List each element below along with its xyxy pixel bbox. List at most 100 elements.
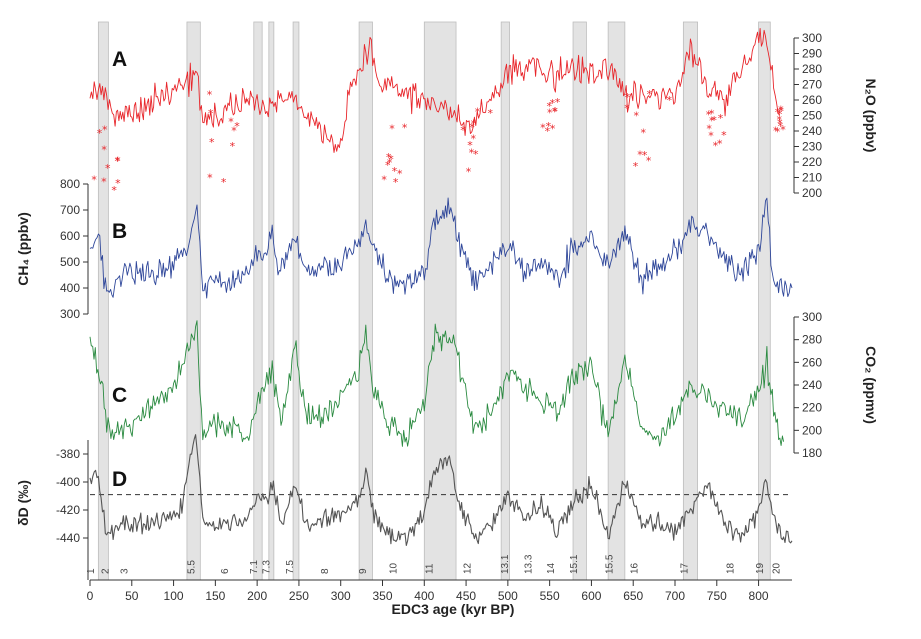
n2o-star-marker: *: [101, 143, 107, 156]
n2o-tick-label: 300: [802, 31, 822, 45]
n2o-series-line: [89, 27, 780, 153]
co2-tick-label: 240: [802, 378, 822, 392]
x-tick-label: 550: [540, 589, 560, 603]
ch4-series-line: [89, 197, 793, 299]
mis-stage-label: 18: [726, 562, 737, 574]
n2o-star-marker: *: [209, 136, 215, 149]
n2o-star-marker: *: [776, 113, 782, 126]
mis-stage-label: 19: [755, 562, 766, 574]
n2o-tick-label: 240: [802, 124, 822, 138]
x-tick-label: 650: [623, 589, 643, 603]
n2o-star-marker: *: [633, 160, 639, 173]
x-axis-title: EDC3 age (kyr BP): [392, 601, 515, 617]
x-tick-label: 100: [164, 589, 184, 603]
mis-stage-label: 11: [425, 563, 436, 574]
n2o-star-marker: *: [389, 122, 395, 135]
data-series: ***** ************************ ***********…: [89, 27, 793, 547]
n2o-star-marker: *: [552, 106, 558, 119]
ch4-tick-label: 600: [60, 229, 80, 243]
n2o-star-marker: *: [624, 102, 630, 115]
n2o-star-marker: *: [397, 167, 403, 180]
x-tick-label: 500: [498, 589, 518, 603]
ch4-tick-label: 700: [60, 203, 80, 217]
co2-tick-label: 280: [802, 333, 822, 347]
n2o-star-marker: *: [487, 107, 493, 120]
panel-letter-b: B: [112, 220, 127, 243]
n2o-star-marker: *: [381, 173, 387, 186]
deltad-axis-title: δD (‰): [15, 480, 31, 526]
ch4-tick-label: 300: [60, 307, 80, 321]
interglacial-band: [607, 21, 626, 581]
n2o-star-marker: *: [552, 105, 558, 118]
ch4-tick-label: 400: [60, 281, 80, 295]
x-tick-label: 750: [707, 589, 727, 603]
n2o-star-marker: *: [550, 123, 556, 136]
n2o-star-marker: *: [230, 140, 236, 153]
n2o-tick-label: 200: [802, 186, 822, 200]
n2o-star-marker: *: [388, 153, 394, 166]
n2o-star-marker: *: [778, 104, 784, 117]
n2o-star-marker: *: [475, 106, 481, 119]
n2o-star-marker: *: [647, 88, 653, 101]
x-tick-label: 350: [372, 589, 392, 603]
n2o-star-marker: *: [706, 122, 712, 135]
x-tick-label: 50: [125, 589, 139, 603]
n2o-star-marker: *: [115, 177, 121, 190]
n2o-tick-label: 220: [802, 155, 822, 169]
n2o-star-marker: *: [402, 122, 408, 135]
n2o-star-marker: *: [102, 124, 108, 137]
co2-tick-label: 260: [802, 355, 822, 369]
n2o-star-marker: *: [778, 120, 784, 133]
mis-stage-label: 7.5: [285, 560, 296, 574]
n2o-tick-label: 210: [802, 171, 822, 185]
mis-stage-label: 12: [462, 562, 473, 574]
n2o-star-marker: *: [385, 159, 391, 172]
n2o-star-marker: *: [721, 129, 727, 142]
n2o-star-marker: *: [625, 91, 631, 104]
mis-stage-label: 10: [389, 562, 400, 574]
deltad-tick-label: -380: [56, 447, 80, 461]
interglacial-band: [186, 21, 201, 581]
mis-stage-label: 13.3: [523, 554, 534, 574]
mis-stage-label: 7.3: [262, 560, 273, 574]
deltad-tick-label: -420: [56, 503, 80, 517]
n2o-star-marker: *: [775, 106, 781, 119]
x-tick-label: 800: [749, 589, 769, 603]
interglacial-band: [97, 21, 109, 581]
n2o-star-marker: *: [708, 130, 714, 143]
mis-stage-label: 8: [320, 568, 331, 574]
n2o-tick-label: 280: [802, 62, 822, 76]
n2o-star-marker: *: [221, 176, 227, 189]
x-tick-label: 300: [331, 589, 351, 603]
n2o-star-marker: *: [101, 175, 107, 188]
mis-stage-label: 3: [120, 568, 131, 574]
mis-stage-label: 5.5: [186, 560, 197, 574]
deltad-tick-label: -400: [56, 475, 80, 489]
n2o-star-marker: *: [115, 155, 121, 168]
n2o-star-marker: *: [469, 121, 475, 134]
n2o-star-marker: *: [540, 121, 546, 134]
n2o-star-marker: *: [207, 171, 213, 184]
x-tick-label: 600: [581, 589, 601, 603]
n2o-tick-label: 290: [802, 47, 822, 61]
mis-stage-label: 6: [220, 568, 231, 574]
panel-letter-a: A: [112, 48, 127, 71]
n2o-star-marker: *: [228, 116, 234, 129]
n2o-star-marker: *: [469, 146, 475, 159]
n2o-star-marker: *: [640, 126, 646, 139]
mis-stage-label: 16: [629, 562, 640, 574]
labels: EDC3 age (kyr BP) 1 2 3 5.5 6 7.1 7.3 7.5 8 9 10 11…: [15, 48, 879, 617]
n2o-star-marker: *: [392, 165, 398, 178]
mis-stage-label: 1: [86, 568, 97, 574]
n2o-star-marker: *: [709, 114, 715, 127]
n2o-star-marker: *: [547, 107, 553, 120]
n2o-star-marker: *: [546, 120, 552, 133]
n2o-star-marker: *: [778, 105, 784, 118]
n2o-star-marker: *: [460, 124, 466, 137]
n2o-star-marker: *: [773, 125, 779, 138]
co2-axis-title: CO₂ (ppmv): [863, 346, 879, 424]
x-tick-label: 450: [456, 589, 476, 603]
n2o-star-marker: *: [637, 148, 643, 161]
n2o-star-marker: *: [709, 107, 715, 120]
n2o-star-marker: *: [111, 184, 117, 197]
